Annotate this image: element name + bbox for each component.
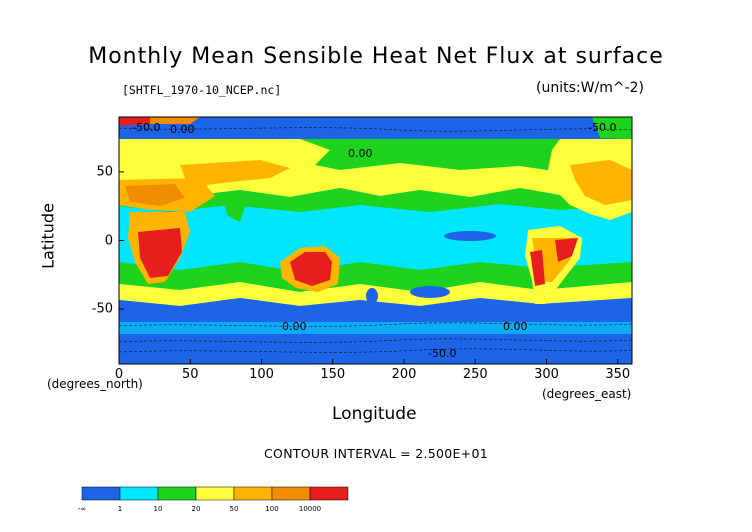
equatorial-pacific-blue xyxy=(444,231,496,241)
y-tick-label: -50 xyxy=(91,301,113,317)
central-asia-orange xyxy=(180,160,290,186)
contour-value-label: -50.0 xyxy=(132,121,160,134)
arctic-red-patch xyxy=(119,117,150,126)
colorbar-swatch xyxy=(157,486,197,501)
colorbar-swatch xyxy=(271,486,311,501)
chart-title: Monthly Mean Sensible Heat Net Flux at s… xyxy=(88,44,664,69)
antarctic-blue xyxy=(119,334,632,364)
south-atlantic-blue xyxy=(410,286,450,298)
contour-value-label: -50.0 xyxy=(588,121,616,134)
x-tick-label: 100 xyxy=(249,367,274,382)
x-tick-label: 50 xyxy=(181,367,199,382)
colorbar-label: 1 xyxy=(117,505,123,513)
contour-value-label: 0.00 xyxy=(282,320,307,333)
circumpolar-cyan-strip xyxy=(119,322,632,334)
y-unit-label: (degrees_north) xyxy=(47,377,143,391)
y-tick-label: 0 xyxy=(104,233,113,248)
contour-value-label: 0.00 xyxy=(170,123,195,136)
x-tick-label: 300 xyxy=(534,367,559,382)
arctic-band xyxy=(119,117,632,139)
colorbar-swatch xyxy=(81,486,121,501)
x-axis-title: Longitude xyxy=(332,404,417,424)
colorbar-swatch xyxy=(233,486,273,501)
x-tick-label: 200 xyxy=(391,367,417,382)
colorbar-label: 10000 xyxy=(298,505,322,513)
greenland xyxy=(592,117,632,139)
colorbar-label: 100 xyxy=(265,505,279,513)
colorbar-label: -∞ xyxy=(77,505,87,513)
arctic-orange-patch xyxy=(150,117,200,124)
contour-line xyxy=(119,348,632,353)
x-tick-label: 350 xyxy=(605,367,631,382)
contour-interval-label: CONTOUR INTERVAL = 2.500E+01 xyxy=(264,446,488,461)
colorbar-label: 10 xyxy=(153,505,163,513)
south-subtropical-green xyxy=(119,262,632,292)
north-america-orange xyxy=(570,160,632,205)
contour-line xyxy=(119,127,632,132)
x-tick-label: 250 xyxy=(462,367,488,382)
australia-red xyxy=(290,252,332,286)
source-file-label: [SHTFL_1970-10_NCEP.nc] xyxy=(122,83,282,97)
southern-africa-red xyxy=(138,228,182,278)
contour-value-label: 0.00 xyxy=(348,147,373,160)
colorbar-swatch xyxy=(309,486,349,501)
units-label: (units:W/m^-2) xyxy=(536,80,644,96)
contour-value-label: -50.0 xyxy=(428,347,456,360)
colorbar-swatch xyxy=(119,486,159,501)
india xyxy=(220,192,250,222)
contour-line xyxy=(119,338,632,343)
x-unit-label: (degrees_east) xyxy=(542,387,632,401)
x-tick-label: 150 xyxy=(320,367,346,382)
contour-line xyxy=(119,322,632,327)
andes-red xyxy=(530,250,545,286)
y-tick-label: 50 xyxy=(96,164,113,180)
brazil-red xyxy=(555,238,578,262)
colorbar-label: 20 xyxy=(191,505,201,513)
colorbar-label: 50 xyxy=(229,505,239,513)
contour-value-label: 0.00 xyxy=(503,320,528,333)
tasman-blue xyxy=(366,288,378,304)
colorbar-swatch xyxy=(195,486,235,501)
sahara-core xyxy=(125,184,185,206)
x-tick-label: 0 xyxy=(114,367,124,382)
